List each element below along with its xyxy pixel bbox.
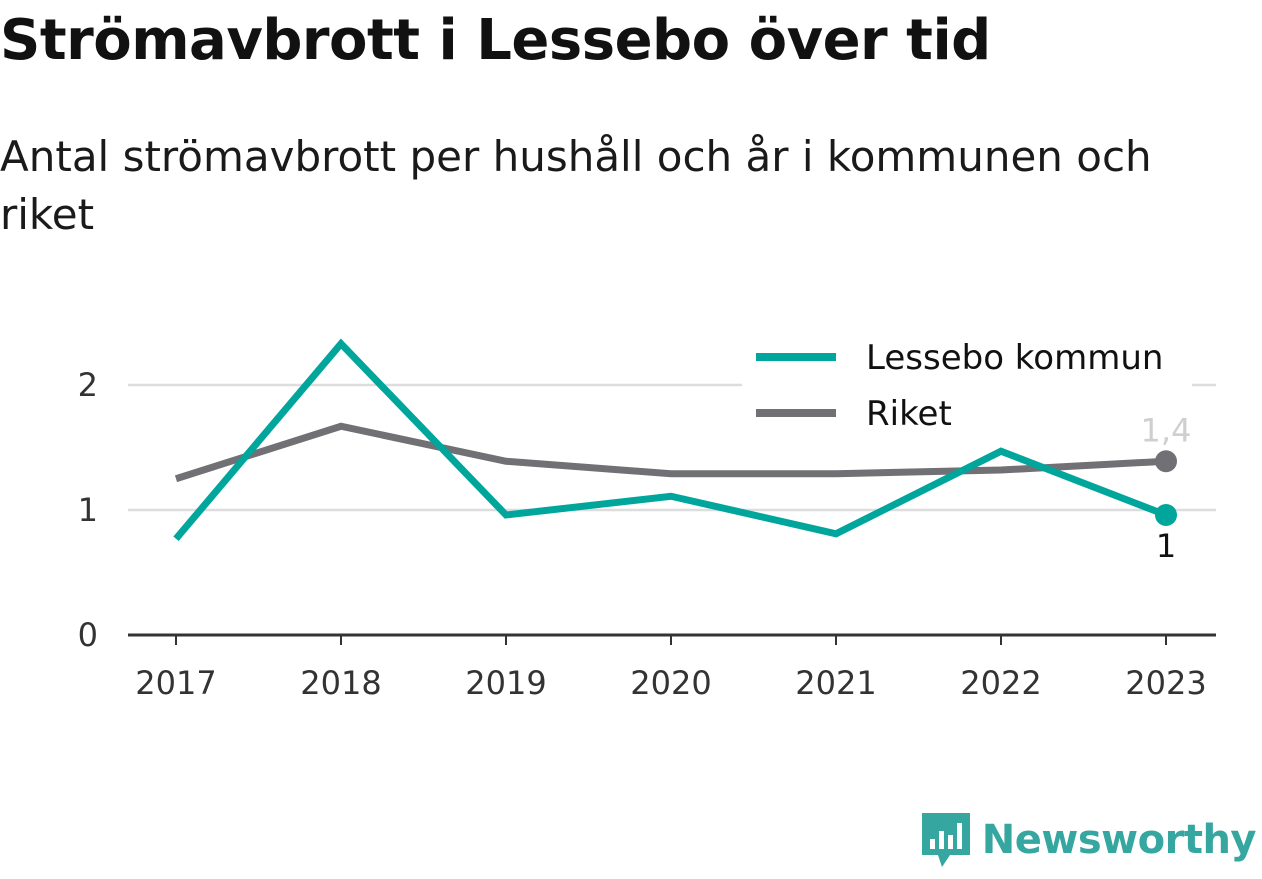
legend-label: Lessebo kommun [866,338,1163,378]
chart-subtitle: Antal strömavbrott per hushåll och år i … [0,132,1152,239]
x-tick-label: 2021 [795,664,876,702]
chart-title: Strömavbrott i Lessebo över tid [0,8,991,73]
y-tick-label: 0 [78,616,98,654]
y-tick-label: 1 [78,491,98,529]
y-axis-ticks: 0 1 2 [78,366,98,654]
x-tick-label: 2020 [630,664,711,702]
end-point-riket [1155,450,1177,473]
x-tick-label: 2019 [465,664,546,702]
legend: Lessebo kommun Riket [742,330,1192,445]
series-line-riket [174,422,1167,483]
brand-name: Newsworthy [981,817,1257,863]
legend-label: Riket [866,394,952,434]
end-label-riket: 1,4 [1141,411,1192,449]
series-lines [173,338,1177,542]
newsworthy-logo-icon [921,813,970,867]
end-labels: 1,41 [1141,411,1192,565]
x-tick-label: 2022 [960,664,1041,702]
x-tick-label: 2023 [1125,664,1206,702]
x-axis: 2017 2018 2019 2020 2021 2022 2023 [128,633,1216,702]
brand: Newsworthy [920,811,1257,869]
end-point-lessebo [1155,504,1177,526]
x-tick-label: 2017 [135,664,216,702]
y-tick-label: 2 [78,366,98,404]
legend-background [742,330,1192,445]
x-tick-label: 2018 [300,664,381,702]
series-line-lessebo [173,338,1168,542]
end-label-lessebo: 1 [1156,527,1176,565]
